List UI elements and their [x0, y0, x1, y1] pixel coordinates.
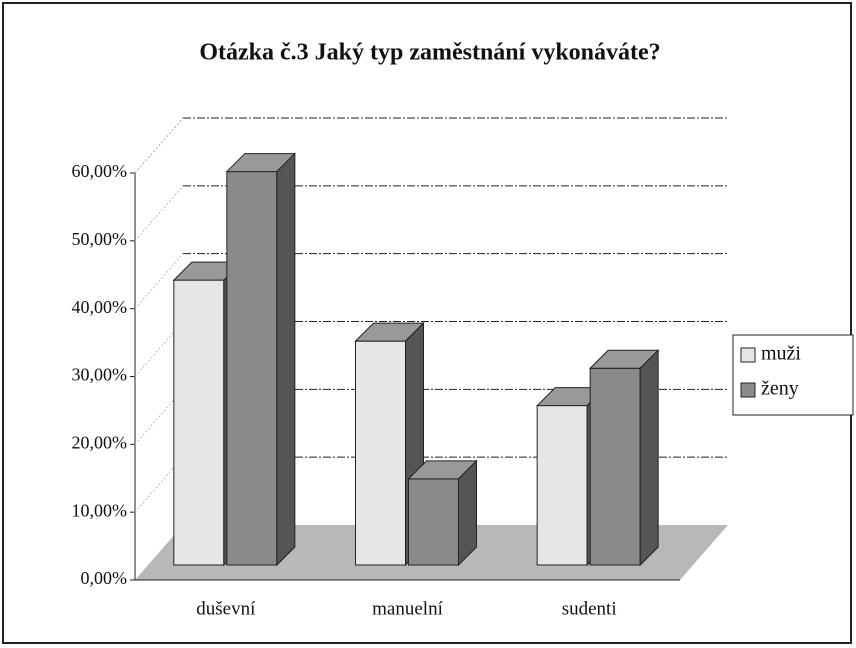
- bar-side: [276, 152, 296, 567]
- bar: [536, 405, 588, 566]
- bar: [408, 478, 459, 566]
- bar-side: [639, 349, 659, 567]
- bar-side: [458, 459, 477, 567]
- grid-depth: [134, 253, 184, 309]
- grid-depth: [134, 185, 184, 242]
- bar: [226, 171, 278, 566]
- legend-swatch: [740, 347, 756, 363]
- bar: [589, 367, 641, 566]
- y-tick-label: 50,00%: [72, 229, 128, 249]
- y-tick-label: 0,00%: [81, 568, 128, 588]
- x-tick-label: manuelní: [372, 598, 443, 619]
- grid-depth: [134, 117, 184, 174]
- bar: [173, 279, 225, 566]
- legend-swatch: [740, 382, 756, 398]
- y-tick-label: 40,00%: [72, 297, 128, 317]
- legend-label: muži: [761, 343, 801, 365]
- legend-label: ženy: [761, 378, 799, 400]
- bar: [355, 340, 406, 566]
- x-tick-label: sudenti: [562, 598, 617, 619]
- y-tick-label: 20,00%: [72, 432, 128, 452]
- y-tick-label: 30,00%: [72, 365, 128, 385]
- y-tick-label: 60,00%: [72, 161, 128, 181]
- x-tick-label: duševní: [196, 598, 256, 619]
- chart-title: Otázka č.3 Jaký typ zaměstnání vykonávát…: [199, 40, 660, 66]
- y-tick-label: 10,00%: [72, 500, 128, 520]
